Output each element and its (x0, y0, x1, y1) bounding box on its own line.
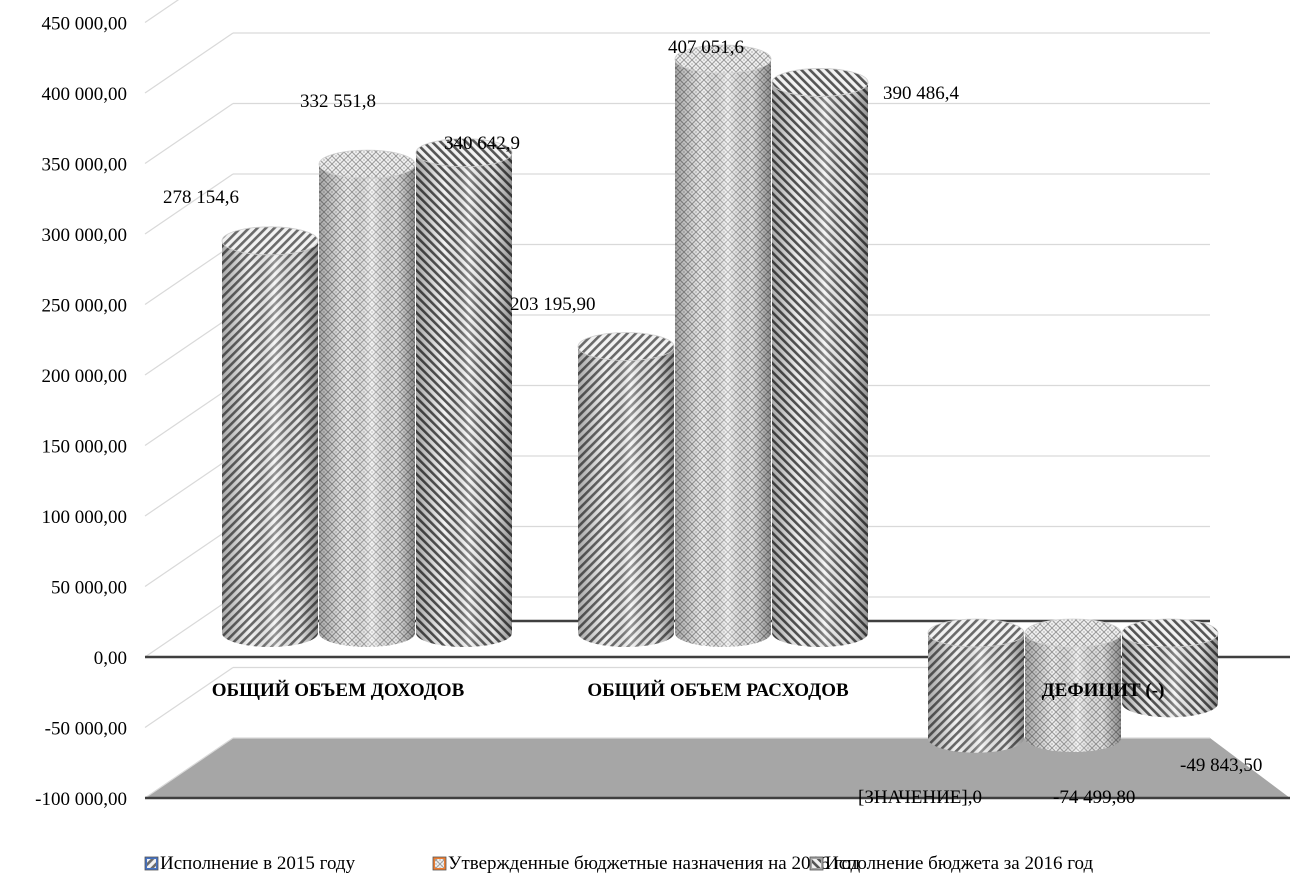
legend-item[interactable]: Исполнение бюджета за 2016 год (809, 853, 1093, 874)
bar (577, 332, 675, 647)
legend-item[interactable]: Исполнение в 2015 году (144, 853, 356, 874)
bar (674, 44, 772, 647)
data-label: 390 486,4 (883, 83, 960, 104)
legend-label: Исполнение бюджета за 2016 год (825, 853, 1093, 874)
bar (927, 618, 1025, 753)
legend-label: Утвержденные бюджетные назначения на 201… (448, 853, 860, 874)
bar (415, 138, 513, 647)
chart-floor (145, 738, 1290, 798)
gridline-side (144, 385, 234, 446)
legend-item[interactable]: Утвержденные бюджетные назначения на 201… (432, 853, 860, 874)
legend-swatch-pattern (812, 859, 821, 868)
y-tick-label: 350 000,00 (42, 155, 128, 176)
gridline-side (144, 103, 234, 164)
bar (221, 226, 319, 648)
gridline-side (144, 526, 234, 587)
y-tick-label: 400 000,00 (42, 84, 128, 105)
bar-cap (415, 138, 513, 168)
bar-shading (319, 164, 415, 647)
y-tick-label: 200 000,00 (42, 366, 128, 387)
gridline-side (144, 596, 234, 658)
legend-label: Исполнение в 2015 году (160, 853, 356, 874)
data-label: [ЗНАЧЕНИЕ],0 (858, 787, 982, 808)
bar-cap (318, 149, 416, 179)
bar-cap (577, 332, 675, 361)
category-label: ОБЩИЙ ОБЪЕМ РАСХОДОВ (587, 679, 849, 701)
legend: Исполнение в 2015 году Утвержденные бюдже… (144, 853, 1093, 874)
bars (221, 44, 1219, 753)
y-tick-label: -50 000,00 (45, 719, 127, 740)
data-label: 332 551,8 (300, 91, 376, 112)
data-label: 203 195,90 (510, 294, 596, 315)
y-tick-label: 150 000,00 (42, 437, 128, 458)
data-label: 340 642,9 (444, 133, 520, 154)
y-tick-label: 300 000,00 (42, 225, 128, 246)
bar (1024, 618, 1122, 753)
bar-shading (1025, 633, 1121, 753)
legend-swatch-pattern (435, 859, 444, 868)
bar-shading (416, 152, 512, 647)
bar-shading (222, 240, 318, 648)
gridline-side (144, 32, 234, 94)
gridline-side (144, 314, 234, 376)
gridline-side (144, 737, 234, 799)
gridline-side (144, 455, 234, 517)
gridline-side (144, 244, 234, 305)
bar-cap (1024, 618, 1122, 648)
bar (1121, 618, 1219, 718)
bar-cap (221, 226, 319, 256)
bar-cap (674, 44, 772, 74)
bar-cap (771, 68, 869, 97)
data-labels: 278 154,6 203 195,90 [ЗНАЧЕНИЕ],0 332 551,8… (163, 37, 1262, 808)
y-tick-label: -100 000,00 (35, 789, 127, 810)
data-label: -49 843,50 (1180, 755, 1262, 776)
bar (318, 149, 416, 647)
bar-shading (578, 346, 674, 647)
data-label: -74 499,80 (1053, 787, 1135, 808)
legend-swatch-pattern (147, 859, 156, 868)
gridline-side (144, 173, 234, 235)
y-tick-label: 250 000,00 (42, 296, 128, 317)
bar-cap (1121, 618, 1219, 648)
bar-shading (928, 633, 1024, 753)
y-tick-label: 50 000,00 (51, 578, 127, 599)
y-tick-label: 100 000,00 (42, 507, 128, 528)
bar-cap (927, 618, 1025, 648)
y-tick-label: 450 000,00 (42, 14, 128, 35)
category-label: ДЕФИЦИТ (-) (1042, 680, 1165, 701)
data-label: 278 154,6 (163, 187, 239, 208)
category-labels: ОБЩИЙ ОБЪЕМ ДОХОДОВ ОБЩИЙ ОБЪЕМ РАСХОДОВ Д… (212, 679, 1165, 701)
bar-shading (1122, 633, 1218, 718)
data-label: 407 051,6 (668, 37, 744, 58)
bar-shading (675, 59, 771, 647)
plot-walls (145, 738, 1290, 798)
bar-shading (772, 82, 868, 647)
category-label: ОБЩИЙ ОБЪЕМ ДОХОДОВ (212, 679, 465, 701)
gridline-side (144, 0, 180, 23)
bar (771, 68, 869, 647)
y-tick-label: 0,00 (94, 648, 127, 669)
gridline-side (144, 667, 234, 728)
